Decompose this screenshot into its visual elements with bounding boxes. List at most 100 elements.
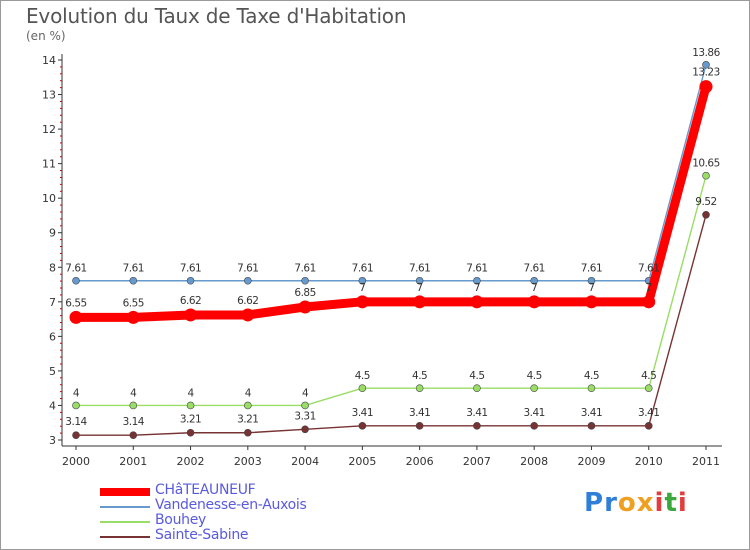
y-tick-label: 10 [42, 192, 56, 205]
data-point [702, 210, 710, 219]
data-point [413, 295, 427, 309]
data-label: 7 [474, 282, 480, 294]
data-label: 7.61 [294, 263, 315, 275]
data-point [702, 61, 710, 69]
data-label: 7 [531, 282, 537, 294]
data-point [415, 276, 424, 285]
series-line-1 [75, 64, 707, 282]
data-label: 3.21 [180, 414, 201, 426]
data-label: 13.86 [692, 47, 720, 59]
data-label: 7 [417, 282, 423, 294]
data-label: 3.41 [352, 407, 373, 419]
data-point [587, 384, 596, 392]
x-tick-label: 2006 [406, 455, 434, 468]
legend-swatch [100, 536, 150, 538]
legend-swatch [100, 521, 150, 523]
data-point [129, 276, 138, 285]
data-label: 7.61 [180, 263, 201, 275]
data-point [415, 384, 424, 392]
y-tick-label: 6 [49, 330, 56, 343]
data-label: 4.5 [469, 370, 484, 382]
x-tick-label: 2007 [463, 455, 491, 468]
y-tick-label: 9 [49, 227, 56, 240]
data-label: 4.5 [527, 370, 542, 382]
data-label: 3.41 [409, 407, 430, 419]
data-label: 3.41 [523, 407, 544, 419]
x-tick-label: 2005 [348, 455, 376, 468]
data-label: 7 [359, 282, 365, 294]
x-tick-label: 2008 [520, 455, 548, 468]
data-label: 7 [588, 282, 594, 294]
logo-letter: o [617, 488, 637, 518]
data-label: 6.62 [180, 295, 201, 307]
data-label: 3.41 [638, 407, 659, 419]
legend-item: Sainte-Sabine [100, 527, 360, 545]
x-tick-label: 2003 [234, 455, 262, 468]
data-label: 9.52 [695, 196, 716, 208]
data-label: 3.21 [237, 414, 258, 426]
data-point [530, 384, 538, 392]
data-point [642, 295, 656, 309]
data-point [126, 310, 140, 324]
data-point [129, 401, 138, 410]
data-point [415, 422, 424, 430]
logo-letter: P [584, 488, 605, 518]
data-point [358, 384, 367, 392]
y-axis-unit-label: (en %) [26, 29, 66, 43]
data-point [241, 308, 255, 322]
x-tick-label: 2000 [62, 455, 90, 468]
chart-title: Evolution du Taux de Taxe d'Habitation [26, 4, 407, 28]
data-label: 4 [187, 387, 194, 399]
data-point [644, 422, 653, 430]
y-tick-label: 3 [49, 434, 56, 447]
data-point [473, 276, 481, 285]
data-label: 6.62 [237, 295, 258, 307]
data-point [584, 295, 598, 309]
x-tick-label: 2002 [177, 455, 205, 468]
logo-letter: i [677, 488, 688, 518]
data-point [358, 276, 367, 285]
data-label: 10.65 [692, 158, 720, 170]
data-point [186, 428, 195, 437]
data-label: 7 [646, 282, 652, 294]
y-tick-label: 13 [42, 89, 56, 102]
data-point [72, 431, 80, 439]
data-point [129, 431, 138, 439]
series-line-3 [75, 214, 707, 436]
y-tick-label: 11 [42, 158, 56, 171]
x-tick-label: 2004 [291, 455, 319, 468]
logo-letter: x [636, 488, 655, 518]
data-point [186, 276, 195, 285]
y-tick-label: 7 [49, 296, 56, 309]
data-point [72, 401, 80, 410]
data-point [298, 300, 312, 314]
data-point [587, 422, 596, 430]
data-label: 4 [73, 387, 80, 399]
x-tick-label: 2001 [119, 455, 147, 468]
data-label: 7.61 [466, 263, 487, 275]
legend-label: Vandenesse-en-Auxois [155, 497, 307, 513]
legend-label: CHâTEAUNEUF [155, 482, 256, 498]
data-label: 3.14 [123, 416, 145, 428]
data-label: 4.5 [355, 370, 370, 382]
data-point [702, 171, 710, 180]
data-label: 4.5 [412, 370, 427, 382]
legend-item: Vandenesse-en-Auxois [100, 497, 360, 515]
data-point [69, 310, 83, 324]
data-point [355, 295, 369, 309]
data-point [587, 276, 596, 285]
legend-item: Bouhey [100, 512, 360, 530]
x-tick-label: 2011 [692, 455, 720, 468]
data-point [186, 401, 195, 410]
y-tick-label: 14 [42, 54, 56, 67]
logo-letter: t [664, 488, 678, 518]
data-point [470, 295, 484, 309]
logo-letter: i [654, 488, 665, 518]
data-label: 4.5 [584, 370, 599, 382]
data-label: 13.23 [692, 67, 720, 79]
series-line-2 [75, 175, 707, 407]
x-tick-label: 2009 [577, 455, 605, 468]
data-label: 3.41 [466, 407, 487, 419]
data-label: 7.61 [123, 263, 144, 275]
